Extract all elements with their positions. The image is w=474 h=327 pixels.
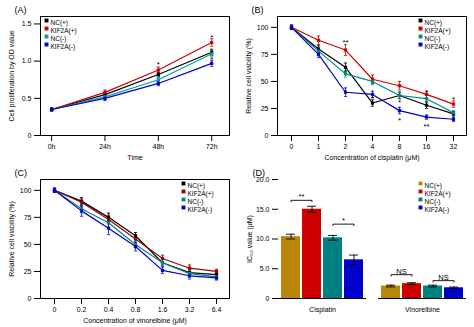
- svg-text:NC(-): NC(-): [425, 35, 441, 43]
- svg-text:Vinorelbine: Vinorelbine: [405, 306, 440, 313]
- svg-text:32: 32: [450, 143, 458, 150]
- svg-text:(B): (B): [252, 5, 264, 15]
- svg-text:0: 0: [265, 132, 269, 139]
- svg-text:1.6: 1.6: [158, 306, 168, 313]
- svg-text:4: 4: [371, 143, 375, 150]
- svg-text:100: 100: [257, 24, 269, 31]
- svg-text:16: 16: [423, 143, 431, 150]
- svg-text:72h: 72h: [206, 143, 218, 150]
- svg-text:3.2: 3.2: [185, 306, 195, 313]
- svg-text:*: *: [210, 33, 213, 42]
- svg-text:KIF2A(+): KIF2A(+): [425, 190, 451, 198]
- svg-text:NS: NS: [438, 273, 448, 282]
- svg-text:48h: 48h: [153, 143, 165, 150]
- svg-text:*: *: [157, 60, 160, 69]
- svg-text:**: **: [342, 38, 348, 47]
- svg-text:Cisplatin: Cisplatin: [309, 306, 336, 314]
- svg-text:NC(-): NC(-): [188, 198, 204, 206]
- svg-text:KIF2A(-): KIF2A(-): [425, 43, 450, 51]
- svg-text:25: 25: [261, 105, 269, 112]
- svg-text:20.0: 20.0: [255, 175, 270, 183]
- svg-text:*: *: [452, 95, 455, 104]
- svg-text:10.0: 10.0: [256, 235, 270, 242]
- svg-text:Concentration of vinorelbine (: Concentration of vinorelbine (μM): [83, 317, 187, 325]
- svg-text:75: 75: [261, 51, 269, 58]
- svg-text:0: 0: [290, 143, 294, 150]
- svg-text:(C): (C): [15, 168, 28, 178]
- svg-text:**: **: [423, 122, 429, 131]
- svg-text:15.0: 15.0: [256, 205, 270, 212]
- svg-text:0.8: 0.8: [131, 306, 141, 313]
- svg-text:25: 25: [24, 268, 32, 275]
- svg-text:NC(+): NC(+): [51, 19, 69, 27]
- svg-text:KIF2A(-): KIF2A(-): [51, 43, 76, 51]
- svg-text:KIF2A(+): KIF2A(+): [188, 190, 214, 198]
- svg-text:0: 0: [53, 306, 57, 313]
- svg-text:50: 50: [24, 241, 32, 248]
- svg-text:24h: 24h: [99, 143, 111, 150]
- svg-text:*: *: [398, 98, 401, 107]
- svg-text:*: *: [398, 116, 401, 125]
- svg-text:*: *: [342, 216, 345, 225]
- svg-text:100: 100: [20, 187, 32, 194]
- svg-text:0: 0: [266, 295, 270, 302]
- svg-text:Relative cell viability (%): Relative cell viability (%): [245, 38, 253, 113]
- svg-text:0: 0: [28, 295, 32, 302]
- svg-text:Relative cell viability (%): Relative cell viability (%): [8, 201, 16, 276]
- svg-text:(A): (A): [15, 5, 27, 15]
- svg-text:1: 1: [317, 143, 321, 150]
- svg-text:IC₅₀ value (μM): IC₅₀ value (μM): [246, 215, 254, 263]
- svg-text:0.4: 0.4: [104, 306, 114, 313]
- svg-text:1.5: 1.5: [22, 20, 32, 27]
- svg-text:0.2: 0.2: [77, 306, 87, 313]
- svg-text:*: *: [210, 55, 213, 64]
- svg-text:0.5: 0.5: [22, 95, 32, 102]
- svg-text:KIF2A(+): KIF2A(+): [425, 27, 451, 35]
- svg-text:*: *: [425, 88, 428, 97]
- svg-text:0h: 0h: [48, 143, 56, 150]
- svg-text:NS: NS: [396, 267, 406, 276]
- svg-text:(D): (D): [253, 168, 266, 178]
- svg-text:NC(+): NC(+): [188, 182, 206, 190]
- svg-text:NC(-): NC(-): [51, 35, 67, 43]
- svg-text:50: 50: [261, 78, 269, 85]
- svg-text:75: 75: [24, 214, 32, 221]
- svg-text:KIF2A(-): KIF2A(-): [425, 206, 450, 214]
- svg-text:Time: Time: [127, 154, 142, 161]
- svg-text:NC(+): NC(+): [425, 19, 443, 27]
- svg-text:*: *: [371, 94, 374, 103]
- svg-text:KIF2A(-): KIF2A(-): [188, 206, 213, 214]
- svg-text:NC(-): NC(-): [425, 198, 441, 206]
- svg-text:8: 8: [398, 143, 402, 150]
- svg-text:1.0: 1.0: [22, 57, 32, 64]
- svg-text:KIF2A(+): KIF2A(+): [51, 27, 77, 35]
- svg-text:NC(+): NC(+): [425, 182, 443, 190]
- svg-text:5.0: 5.0: [260, 265, 270, 272]
- svg-text:Cell proliferation by OD value: Cell proliferation by OD value: [8, 30, 16, 121]
- svg-text:Concentration of cisplatin (μM: Concentration of cisplatin (μM): [324, 154, 419, 162]
- svg-text:2: 2: [344, 143, 348, 150]
- svg-text:0: 0: [28, 132, 32, 139]
- svg-text:**: **: [299, 192, 305, 201]
- svg-text:6.4: 6.4: [212, 306, 222, 313]
